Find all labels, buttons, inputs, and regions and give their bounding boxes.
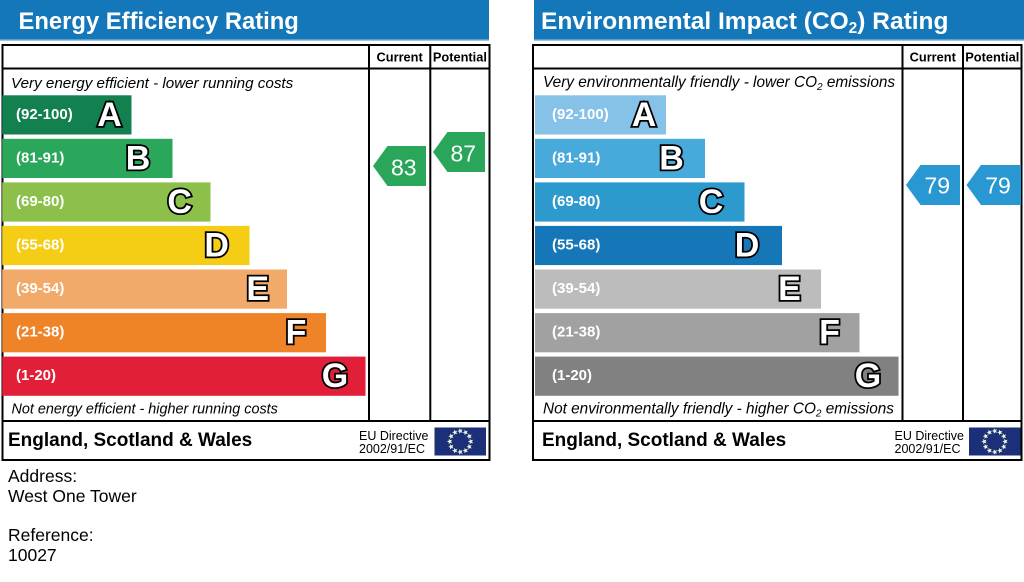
svg-text:Very environmentally friendly: Very environmentally friendly - lower CO… (543, 74, 895, 93)
svg-text:England, Scotland & Wales: England, Scotland & Wales (542, 430, 786, 451)
svg-text:Current: Current (377, 50, 424, 65)
svg-text:Potential: Potential (433, 50, 487, 65)
svg-text:(69-80): (69-80) (552, 193, 600, 210)
svg-text:87: 87 (450, 141, 476, 167)
svg-text:F: F (286, 314, 307, 352)
svg-text:West One Tower: West One Tower (8, 486, 137, 506)
svg-text:Reference:: Reference: (8, 525, 94, 545)
svg-text:(92-100): (92-100) (552, 106, 609, 123)
svg-text:C: C (167, 183, 192, 221)
svg-text:2002/91/EC: 2002/91/EC (895, 442, 961, 456)
svg-text:D: D (204, 226, 229, 264)
svg-text:A: A (632, 96, 657, 134)
svg-text:(39-54): (39-54) (552, 280, 600, 297)
svg-text:E: E (246, 270, 269, 308)
svg-text:(1-20): (1-20) (16, 367, 56, 384)
svg-text:(81-91): (81-91) (552, 149, 600, 166)
svg-text:G: G (855, 357, 881, 395)
svg-text:2002/91/EC: 2002/91/EC (359, 442, 425, 456)
svg-text:Energy Efficiency Rating: Energy Efficiency Rating (19, 8, 299, 35)
svg-text:E: E (778, 270, 801, 308)
svg-text:(55-68): (55-68) (552, 236, 600, 253)
svg-text:(21-38): (21-38) (552, 324, 600, 341)
svg-text:EU Directive: EU Directive (895, 429, 965, 443)
svg-text:Address:: Address: (8, 466, 77, 486)
svg-text:(39-54): (39-54) (16, 280, 64, 297)
svg-text:B: B (126, 139, 151, 177)
svg-text:(92-100): (92-100) (16, 106, 73, 123)
svg-text:(81-91): (81-91) (16, 149, 64, 166)
svg-text:G: G (322, 357, 348, 395)
svg-text:79: 79 (924, 172, 950, 198)
svg-text:(21-38): (21-38) (16, 324, 64, 341)
svg-text:Very energy efficient - lower: Very energy efficient - lower running co… (11, 75, 294, 92)
svg-text:(1-20): (1-20) (552, 367, 592, 384)
svg-text:F: F (819, 314, 840, 352)
svg-text:Potential: Potential (965, 50, 1019, 65)
svg-text:Not environmentally friendly -: Not environmentally friendly - higher CO… (543, 401, 894, 420)
svg-text:Not energy efficient - higher: Not energy efficient - higher running co… (12, 402, 278, 418)
svg-text:10027: 10027 (8, 545, 57, 565)
svg-text:(55-68): (55-68) (16, 236, 64, 253)
svg-text:England, Scotland & Wales: England, Scotland & Wales (8, 430, 252, 451)
svg-text:EU Directive: EU Directive (359, 429, 429, 443)
svg-text:79: 79 (985, 172, 1011, 198)
svg-text:(69-80): (69-80) (16, 193, 64, 210)
svg-text:B: B (659, 139, 684, 177)
svg-text:Current: Current (910, 50, 957, 65)
svg-text:Environmental Impact (CO2) Rat: Environmental Impact (CO2) Rating (541, 8, 948, 37)
svg-text:D: D (735, 226, 760, 264)
svg-text:A: A (97, 96, 122, 134)
svg-text:C: C (699, 183, 724, 221)
svg-text:83: 83 (391, 155, 417, 181)
